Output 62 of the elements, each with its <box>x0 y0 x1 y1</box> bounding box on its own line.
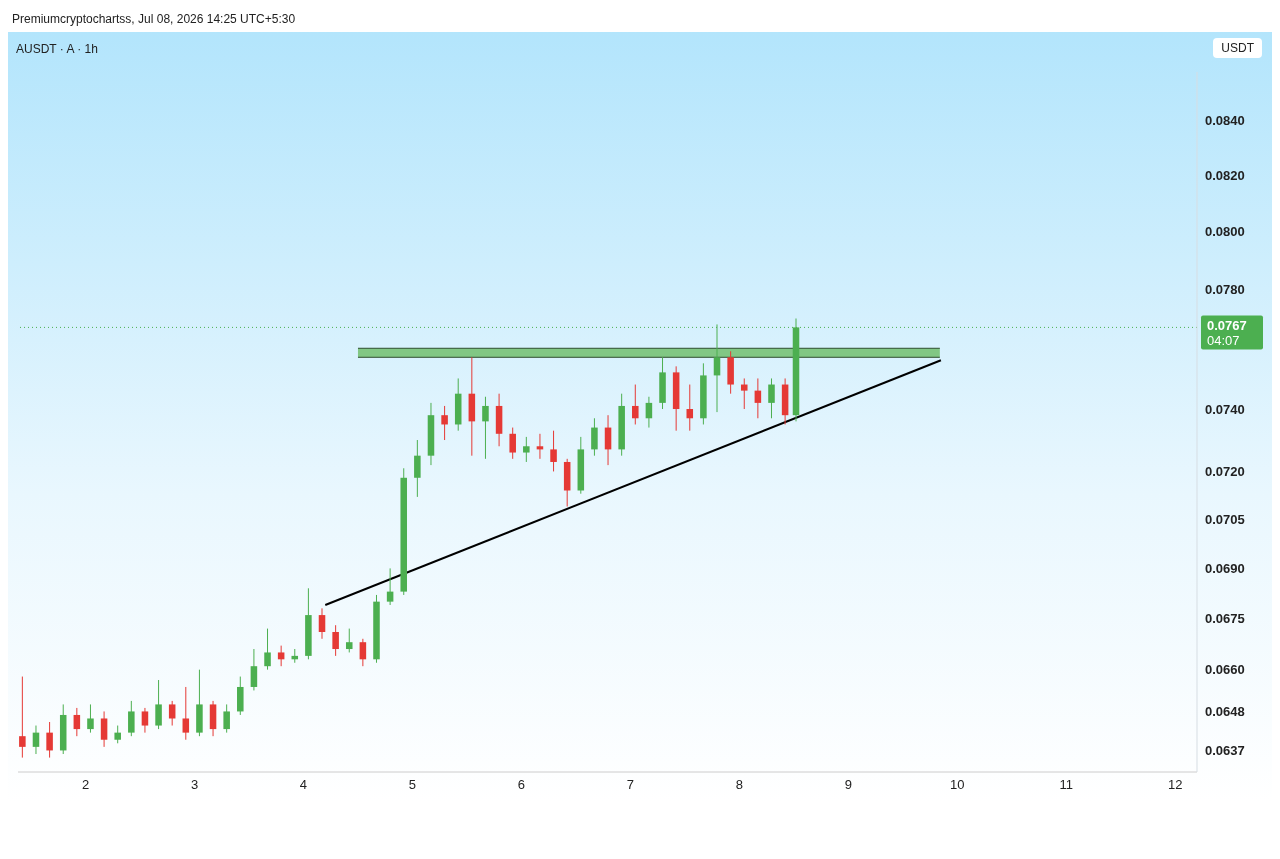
y-tick-label: 0.0690 <box>1205 561 1245 576</box>
candlestick <box>87 703 94 734</box>
candlestick <box>264 628 271 671</box>
candlestick <box>713 323 721 413</box>
candlestick <box>523 436 530 463</box>
candlestick <box>32 725 40 755</box>
candlestick <box>141 707 149 734</box>
candlestick <box>632 384 639 425</box>
candlestick <box>128 700 135 737</box>
candlestick <box>482 396 489 460</box>
text: Premiumcryptochartss, Jul 08, 2026 14:25 UTC+5:30 <box>11 11 297 28</box>
x-tick-label: 4 <box>299 777 308 793</box>
candlestick <box>768 377 775 419</box>
y-tick-label: 0.0720 <box>1205 464 1245 480</box>
x-tick-label: 11 <box>1059 777 1073 793</box>
y-tick-label: 0.0637 <box>1205 743 1245 759</box>
text: 04:07 <box>1207 333 1240 349</box>
candlestick <box>168 700 176 727</box>
candlestick <box>250 648 258 691</box>
x-tick-label: 2 <box>81 777 90 793</box>
x-tick-label: 6 <box>517 777 526 793</box>
y-tick-label: 0.0648 <box>1205 704 1245 720</box>
y-tick-label: 0.0820 <box>1205 167 1245 183</box>
ref-line-label: 0.0767 <box>1207 318 1247 334</box>
x-tick-label: 10 <box>950 777 965 793</box>
candlestick <box>550 430 557 472</box>
candlestick <box>73 707 81 737</box>
x-tick-label: 3 <box>190 777 199 793</box>
x-tick-label: 7 <box>626 777 634 793</box>
candlestick <box>345 628 353 653</box>
candlestick <box>277 645 285 667</box>
x-tick-label: 12 <box>1167 777 1183 793</box>
y-tick-label: 0.0780 <box>1205 281 1245 297</box>
y-tick-label: 0.0740 <box>1205 401 1245 417</box>
x-tick-label: 8 <box>735 777 743 793</box>
candlestick <box>591 417 598 457</box>
candlestick <box>686 384 694 432</box>
candlestick <box>386 567 394 606</box>
y-tick-label: 0.0705 <box>1205 512 1245 528</box>
y-axis-title: USDT <box>1213 38 1262 58</box>
y-tick-label: 0.0660 <box>1205 662 1245 678</box>
candlestick <box>740 377 748 410</box>
chart-title: AUSDT · A · 1h <box>16 42 98 56</box>
y-tick-label: 0.0840 <box>1205 112 1245 128</box>
candlestick <box>441 405 448 441</box>
candlestick <box>19 676 26 759</box>
candlestick <box>46 721 53 759</box>
candlestick <box>754 377 762 419</box>
candlestick <box>332 624 339 657</box>
y-tick-label: 0.0675 <box>1205 611 1245 627</box>
y-tick-label: 0.0800 <box>1205 224 1245 240</box>
candlestick <box>414 439 421 498</box>
candlestick <box>509 427 516 460</box>
candlestick <box>182 686 190 741</box>
candlestick <box>155 679 162 730</box>
candlestick <box>100 710 108 748</box>
candlestick <box>536 433 544 460</box>
x-tick-label: 9 <box>844 777 852 793</box>
candlestick <box>318 607 326 640</box>
x-tick-label: 5 <box>408 777 417 793</box>
candlestick <box>359 638 367 667</box>
candlestick <box>223 703 230 734</box>
